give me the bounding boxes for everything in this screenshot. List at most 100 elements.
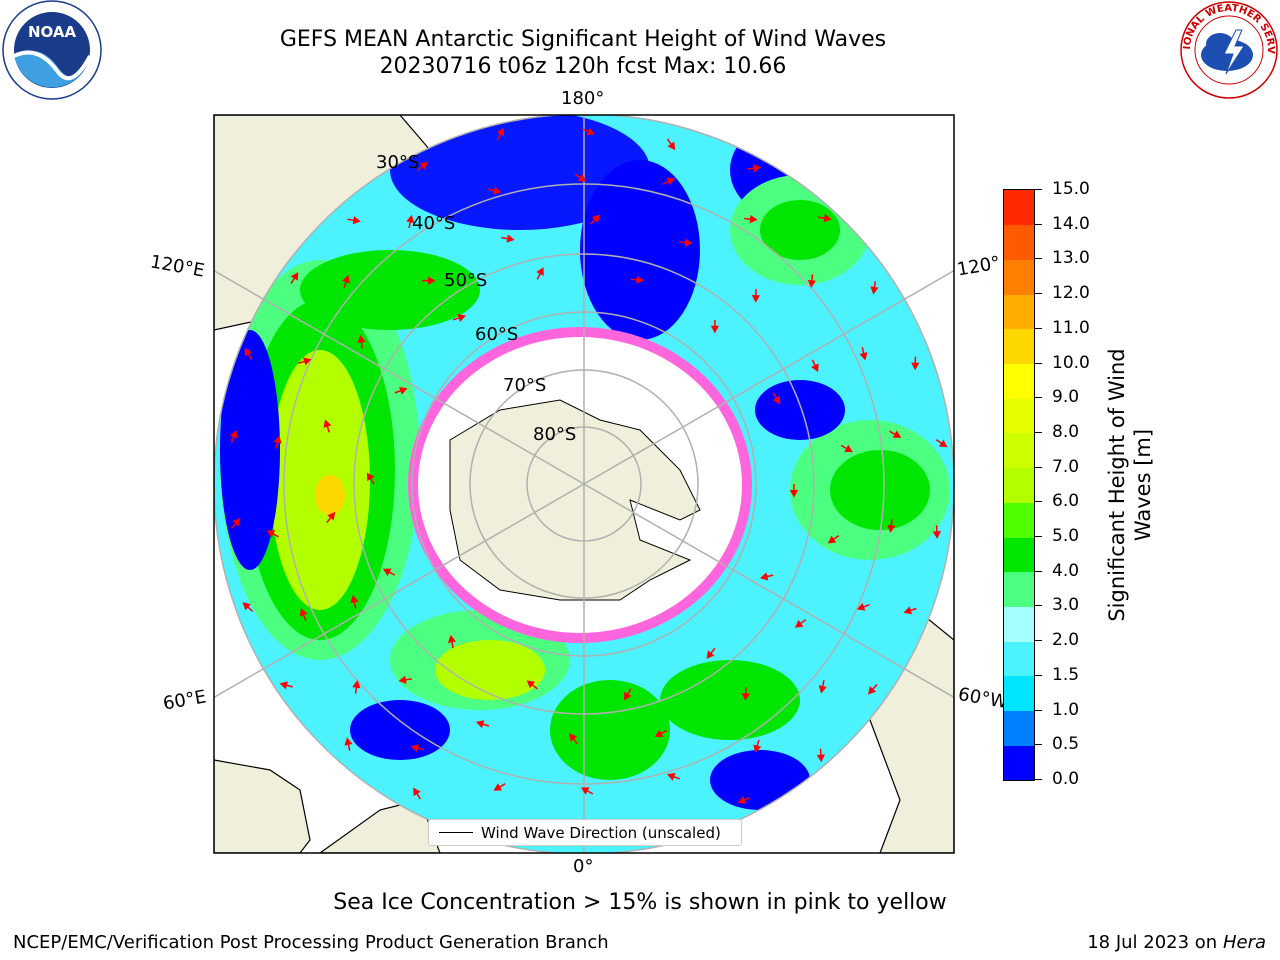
colorbar-band — [1004, 571, 1034, 607]
colorbar-band — [1004, 745, 1034, 781]
wave-direction-arrow — [394, 386, 408, 395]
colorbar-band — [1004, 606, 1034, 642]
footer-organization: NCEP/EMC/Verification Post Processing Pr… — [13, 932, 609, 953]
colorbar-tick — [1034, 258, 1042, 260]
colorbar-tick-label: 15.0 — [1052, 179, 1090, 199]
colorbar-tick-label: 7.0 — [1052, 456, 1080, 477]
land-antarctica — [449, 399, 701, 601]
wave-direction-arrow — [413, 787, 421, 800]
colorbar-band — [1004, 710, 1034, 746]
colorbar-band — [1004, 675, 1034, 712]
wave-direction-arrow — [350, 594, 359, 609]
colorbar-tick — [1034, 466, 1042, 468]
wave-direction-arrow — [347, 216, 361, 225]
colorbar-tick — [1034, 362, 1042, 364]
wave-direction-arrow — [326, 511, 336, 524]
colorbar-tick — [1034, 605, 1042, 607]
lat-label-80s: 80°S — [533, 424, 577, 445]
colorbar-band — [1004, 432, 1034, 469]
wave-direction-arrow — [299, 608, 308, 621]
wave-direction-arrow — [759, 572, 774, 581]
wave-direction-arrow — [488, 186, 502, 195]
colorbar-tick — [1034, 223, 1042, 225]
wave-direction-arrow — [496, 127, 505, 141]
footer-date: 18 Jul 2023 on Hera — [1087, 932, 1266, 953]
wave-direction-arrow — [870, 281, 879, 295]
wave-direction-arrow — [887, 519, 896, 533]
wave-direction-arrow — [582, 127, 595, 136]
wave-direction-arrow — [624, 688, 632, 701]
colorbar-tick — [1034, 189, 1042, 190]
wave-direction-arrow — [859, 347, 868, 361]
colorbar-band — [1004, 537, 1034, 573]
colorbar-tick — [1034, 327, 1042, 329]
legend-line-icon — [439, 832, 473, 833]
colorbar-tick-label: 14.0 — [1052, 213, 1090, 234]
wave-direction-arrow — [789, 484, 799, 498]
colorbar-tick — [1034, 431, 1042, 433]
wave-direction-arrow — [710, 319, 720, 334]
colorbar-tick-label: 1.0 — [1052, 699, 1080, 720]
wave-direction-arrow — [867, 683, 878, 695]
wave-direction-arrow — [382, 568, 396, 576]
wave-direction-arrow — [827, 535, 840, 544]
footer-machine: Hera — [1222, 932, 1266, 953]
colorbar-band — [1004, 259, 1034, 295]
legend-label: Wind Wave Direction (unscaled) — [481, 823, 721, 842]
wave-direction-arrow — [406, 214, 415, 229]
wave-direction-arrow — [417, 161, 429, 171]
lon-label-top: 180° — [561, 88, 605, 109]
wave-direction-arrow — [706, 647, 716, 659]
wave-direction-arrow — [242, 602, 254, 612]
noaa-logo: NOAA — [0, 0, 104, 104]
wave-direction-arrow — [298, 357, 312, 366]
colorbar-tick-label: 1.5 — [1052, 664, 1080, 685]
colorbar-band — [1004, 224, 1034, 260]
wave-direction-arrow — [679, 238, 693, 247]
wave-direction-arrow — [475, 720, 490, 729]
wave-direction-arrow — [744, 215, 758, 224]
wave-direction-arrow — [935, 439, 948, 448]
wave-direction-arrow — [493, 783, 506, 791]
colorbar-tick-label: 0.0 — [1052, 769, 1080, 789]
wave-direction-arrow — [342, 274, 350, 288]
colorbar-tick — [1034, 536, 1042, 538]
colorbar-band — [1004, 641, 1034, 677]
wave-direction-arrow — [818, 214, 832, 223]
lon-label-bottom: 0° — [573, 856, 594, 877]
colorbar-tick — [1034, 501, 1042, 503]
lat-label-70s: 70°S — [503, 375, 547, 396]
colorbar-tick-label: 0.5 — [1052, 734, 1080, 755]
wave-direction-arrow — [590, 214, 601, 225]
wave-direction-arrow — [344, 737, 353, 751]
wave-direction-arrow — [580, 787, 594, 795]
wave-direction-arrow — [410, 744, 425, 753]
wave-direction-arrow — [911, 356, 920, 371]
chart-subtitle: 20230716 t06z 120h fcst Max: 10.66 — [379, 54, 787, 79]
wave-direction-arrow — [772, 392, 781, 405]
wave-direction-arrow — [357, 334, 366, 349]
wave-direction-arrow — [323, 419, 332, 433]
map-legend: Wind Wave Direction (unscaled) — [428, 819, 742, 846]
colorbar-band — [1004, 467, 1034, 503]
wave-direction-arrow — [266, 530, 279, 538]
wave-direction-arrow — [654, 729, 668, 737]
wave-direction-arrow — [889, 430, 902, 438]
colorbar — [1003, 189, 1035, 781]
wave-direction-arrow — [398, 675, 412, 684]
colorbar-tick-label: 11.0 — [1052, 317, 1090, 338]
colorbar-tick — [1034, 709, 1042, 711]
wave-direction-arrow — [501, 234, 515, 243]
wave-direction-arrow — [231, 517, 241, 529]
wave-direction-arrow — [630, 275, 645, 284]
wave-direction-arrow — [811, 359, 819, 373]
wave-direction-arrow — [421, 276, 436, 285]
wave-direction-arrow — [447, 634, 457, 649]
graticule — [214, 115, 954, 853]
wave-direction-arrow — [662, 177, 675, 186]
colorbar-tick — [1034, 570, 1042, 572]
wave-direction-arrow — [229, 430, 238, 443]
colorbar-label: Significant Height of Wind Waves [m] — [1105, 348, 1155, 622]
wave-direction-arrow — [526, 680, 538, 690]
wave-direction-arrow — [741, 687, 750, 701]
